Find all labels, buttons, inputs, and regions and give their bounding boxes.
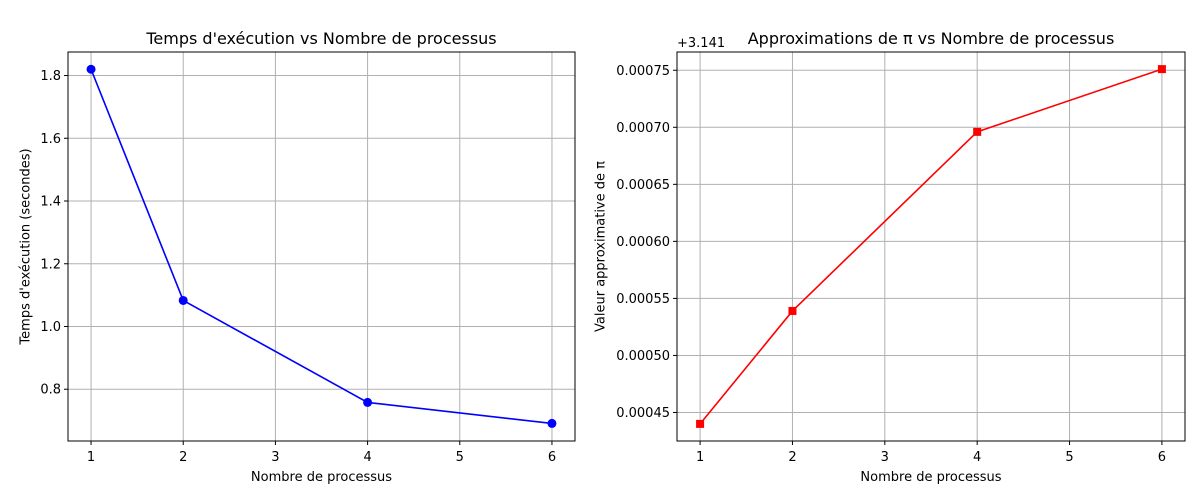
data-point xyxy=(1157,65,1166,74)
data-point xyxy=(178,295,188,305)
series-path xyxy=(90,68,553,425)
y-tick-label: 0.00070 xyxy=(616,121,670,136)
x-tick-label: 5 xyxy=(1065,450,1073,465)
y-tick-label: 1.4 xyxy=(40,195,61,210)
grid xyxy=(677,52,1185,441)
x-axis-ticks: 1 2 3 4 5 6 xyxy=(696,441,1166,465)
plot-frame xyxy=(676,51,1186,442)
y-tick-label: 0.00045 xyxy=(616,406,670,421)
x-tick-label: 4 xyxy=(363,450,371,465)
x-axis-label: Nombre de processus xyxy=(860,470,1001,485)
grid xyxy=(68,52,575,441)
series-line xyxy=(90,68,553,425)
y-tick-label: 0.8 xyxy=(40,383,61,398)
execution-time-chart: 1 2 3 4 5 6 0.8 1.0 1.2 1.4 1.6 1.8 Temps d'exécut… xyxy=(19,29,576,485)
chart-title: Approximations de π vs Nombre de process… xyxy=(748,29,1115,48)
x-tick-label: 5 xyxy=(456,450,464,465)
y-tick-label: 0.00055 xyxy=(616,292,670,307)
x-tick-label: 6 xyxy=(548,450,556,465)
data-point xyxy=(788,306,797,315)
y-axis-offset-label: +3.141 xyxy=(677,36,725,51)
data-point xyxy=(973,127,982,136)
series-line xyxy=(699,68,1163,425)
x-tick-label: 3 xyxy=(881,450,889,465)
x-tick-label: 4 xyxy=(973,450,981,465)
x-tick-label: 1 xyxy=(696,450,704,465)
chart-title: Temps d'exécution vs Nombre de processus xyxy=(145,29,496,48)
x-tick-label: 2 xyxy=(179,450,187,465)
y-axis-label: Valeur approximative de π xyxy=(594,161,609,332)
x-axis-ticks: 1 2 3 4 5 6 xyxy=(87,441,556,465)
x-axis-label: Nombre de processus xyxy=(251,470,392,485)
series-markers xyxy=(696,65,1166,428)
y-tick-label: 1.8 xyxy=(40,69,61,84)
data-point xyxy=(696,419,705,428)
x-tick-label: 1 xyxy=(87,450,95,465)
y-tick-label: 1.2 xyxy=(40,257,61,272)
y-axis-ticks: 0.00045 0.00050 0.00055 0.00060 0.00065 0.000… xyxy=(616,64,677,421)
series-path xyxy=(699,68,1163,425)
plot-frame xyxy=(67,51,576,442)
y-axis-label: Temps d'exécution (secondes) xyxy=(19,148,34,345)
x-tick-label: 2 xyxy=(788,450,796,465)
y-tick-label: 0.00075 xyxy=(616,64,670,79)
y-tick-label: 1.6 xyxy=(40,132,61,147)
x-tick-label: 3 xyxy=(271,450,279,465)
x-tick-label: 6 xyxy=(1158,450,1166,465)
series-markers xyxy=(86,64,557,428)
data-point xyxy=(363,397,373,407)
y-tick-label: 0.00050 xyxy=(616,349,670,364)
y-tick-label: 1.0 xyxy=(40,320,61,335)
y-tick-label: 0.00065 xyxy=(616,178,670,193)
y-tick-label: 0.00060 xyxy=(616,235,670,250)
data-point xyxy=(547,418,557,428)
data-point xyxy=(86,64,96,74)
y-axis-ticks: 0.8 1.0 1.2 1.4 1.6 1.8 xyxy=(40,69,68,398)
